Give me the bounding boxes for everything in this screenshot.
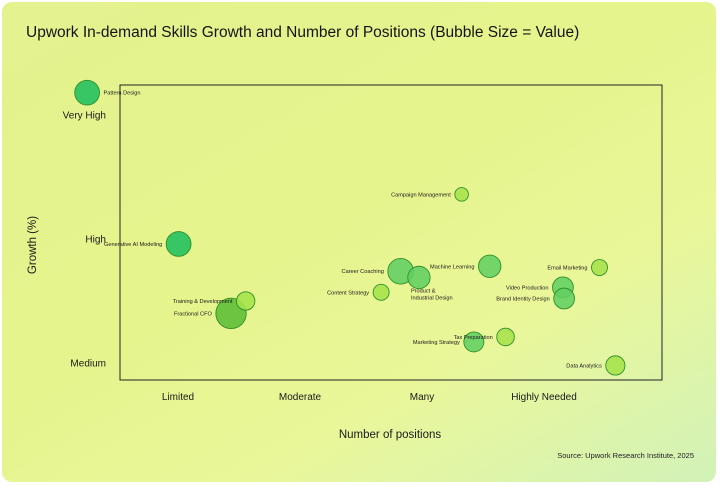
bubble [74, 79, 100, 106]
bubble-label: Fractional CFO [174, 311, 213, 317]
x-tick-label: Limited [162, 392, 194, 403]
x-tick-label: Highly Needed [511, 392, 577, 403]
bubble [605, 355, 626, 376]
bubble-label: Training & Development [173, 299, 233, 305]
bubble-label: Marketing Strategy [413, 340, 460, 346]
bubble [454, 187, 469, 202]
bubble-label: Generative AI Modeling [104, 242, 162, 248]
y-tick-label: Medium [70, 359, 106, 370]
y-tick-label: High [85, 235, 106, 246]
bubble [553, 287, 575, 310]
bubble-label: Brand Identity Design [496, 297, 549, 303]
y-tick-label: Very High [63, 111, 106, 122]
bubble [372, 283, 390, 301]
bubble [407, 265, 431, 290]
bubble-chart: Pattern Design Campaign Management Generat… [27, 79, 663, 441]
bubble-label: Pattern Design [104, 91, 141, 97]
x-axis-label: Number of positions [339, 429, 442, 441]
bubble-label: Video Production [506, 285, 549, 291]
bubble-label: Machine Learning [430, 264, 474, 270]
bubble [496, 327, 515, 347]
bubble-label: Campaign Management [391, 192, 451, 198]
y-axis-label: Growth (%) [27, 216, 39, 274]
bubble-label: Tax Preparation [454, 335, 493, 341]
bubble [165, 231, 192, 257]
source-note: Source: Upwork Research Institute, 2025 [557, 451, 694, 460]
bubble [478, 254, 502, 278]
bubble-label: Data Analytics [566, 363, 602, 369]
x-tick-label: Many [410, 392, 434, 403]
chart-title: Upwork In-demand Skills Growth and Numbe… [26, 24, 580, 41]
bubble-label: Product & Industrial Design [411, 289, 453, 302]
bubble [236, 291, 256, 311]
bubble-label: Email Marketing [547, 266, 587, 272]
x-tick-label: Moderate [279, 392, 322, 403]
chart-card: Upwork In-demand Skills Growth and Numbe… [2, 2, 716, 482]
plot-area-frame [119, 84, 663, 381]
bubble [463, 331, 485, 353]
bubble [591, 259, 608, 276]
bubble-label: Career Coaching [342, 269, 384, 275]
bubble-label: Content Strategy [327, 290, 369, 296]
